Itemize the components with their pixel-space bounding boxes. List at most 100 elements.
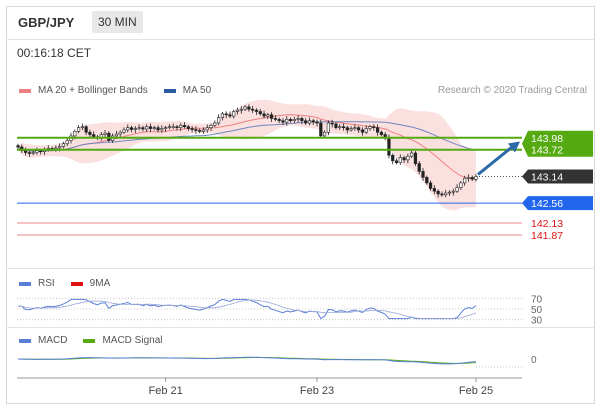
candle xyxy=(224,113,228,116)
rsi-level-label: 30 xyxy=(531,316,543,327)
candle xyxy=(375,127,380,133)
candle xyxy=(368,126,372,129)
candle xyxy=(447,191,452,194)
candle xyxy=(292,119,296,122)
rsi-level-label: 50 xyxy=(531,305,543,316)
rsi-swatch xyxy=(19,281,31,286)
candle xyxy=(417,163,421,172)
candle xyxy=(76,127,81,132)
candle xyxy=(122,129,126,133)
macd-separator xyxy=(6,327,595,328)
candle xyxy=(243,106,247,110)
candle xyxy=(228,114,232,117)
rsi-ma-legend-label: 9MA xyxy=(89,278,111,289)
symbol-title: GBP/JPY xyxy=(18,15,75,30)
candle xyxy=(39,150,43,152)
candle xyxy=(273,118,277,120)
candle xyxy=(258,111,262,115)
candle xyxy=(357,127,361,131)
macd-legend-label: MACD xyxy=(38,335,68,346)
level-label-support: 142.13 xyxy=(531,218,563,230)
candle xyxy=(126,127,130,131)
candle xyxy=(167,126,172,129)
candle xyxy=(364,128,368,133)
candle xyxy=(428,182,433,189)
candle xyxy=(73,131,77,137)
candle xyxy=(270,114,274,119)
candle xyxy=(262,113,266,117)
candle xyxy=(277,119,281,122)
candle xyxy=(307,120,312,124)
candle xyxy=(436,190,440,195)
candle xyxy=(322,131,327,137)
rsi-legend: RSI 9MA xyxy=(19,278,110,289)
candle xyxy=(425,177,429,184)
pivot-tag xyxy=(522,196,593,211)
level-label-support: 141.87 xyxy=(531,230,563,242)
forecast-arrow xyxy=(477,144,515,176)
candle xyxy=(288,119,293,122)
candle xyxy=(61,143,66,147)
candle xyxy=(198,130,202,132)
candle xyxy=(338,126,342,129)
candle xyxy=(217,117,221,124)
rsi-ma-line xyxy=(18,299,477,319)
candle xyxy=(379,131,383,135)
candle xyxy=(186,126,190,129)
candle xyxy=(118,131,122,135)
ma20-swatch xyxy=(19,88,31,93)
candle xyxy=(459,182,463,188)
candle xyxy=(413,152,418,164)
macd-level-label: 0 xyxy=(531,355,537,366)
candle xyxy=(440,193,444,196)
copyright-text: Research © 2020 Trading Central xyxy=(437,85,587,96)
candle xyxy=(247,106,251,110)
x-tick-label: Feb 23 xyxy=(300,385,334,397)
candle xyxy=(80,126,84,129)
rsi-level-label: 70 xyxy=(531,294,543,305)
level-label-pivot: 142.56 xyxy=(531,198,563,210)
candle xyxy=(372,126,376,129)
candle xyxy=(213,122,217,126)
level-label-resistance: 143.72 xyxy=(531,145,563,157)
candle xyxy=(334,123,338,128)
candle xyxy=(129,127,134,130)
candle xyxy=(103,132,107,135)
macd-signal-line xyxy=(18,357,477,364)
candle xyxy=(220,113,224,118)
candle xyxy=(394,160,399,163)
candle xyxy=(205,127,209,131)
forecast-arrowhead xyxy=(508,141,520,153)
rsi-line xyxy=(18,298,477,320)
candle xyxy=(326,122,330,133)
interval-button[interactable]: 30 MIN xyxy=(92,11,143,33)
candle xyxy=(398,157,402,163)
candle xyxy=(455,187,459,192)
candle xyxy=(304,120,308,124)
candle xyxy=(58,146,62,149)
chart-header: GBP/JPY 30 MIN xyxy=(6,6,595,40)
ma50-legend-label: MA 50 xyxy=(182,85,212,96)
candle xyxy=(232,111,236,117)
candle xyxy=(194,129,198,131)
ma20-legend-label: MA 20 + Bollinger Bands xyxy=(38,85,148,96)
candle xyxy=(444,192,448,196)
x-tick-label: Feb 21 xyxy=(148,385,182,397)
rsi-ma-swatch xyxy=(70,281,83,286)
candle xyxy=(254,109,259,112)
candle xyxy=(285,119,289,123)
candle xyxy=(164,127,168,129)
x-tick-label: Feb 25 xyxy=(459,385,493,397)
candle xyxy=(84,126,88,133)
candle xyxy=(251,108,255,111)
timestamp: 00:16:18 CET xyxy=(17,46,92,60)
candle xyxy=(133,128,137,130)
candle xyxy=(470,177,474,180)
candle xyxy=(31,152,35,154)
candle xyxy=(92,134,96,138)
macd-swatch xyxy=(19,338,31,343)
candle xyxy=(432,188,436,192)
candle xyxy=(349,128,353,131)
candle xyxy=(239,108,243,111)
